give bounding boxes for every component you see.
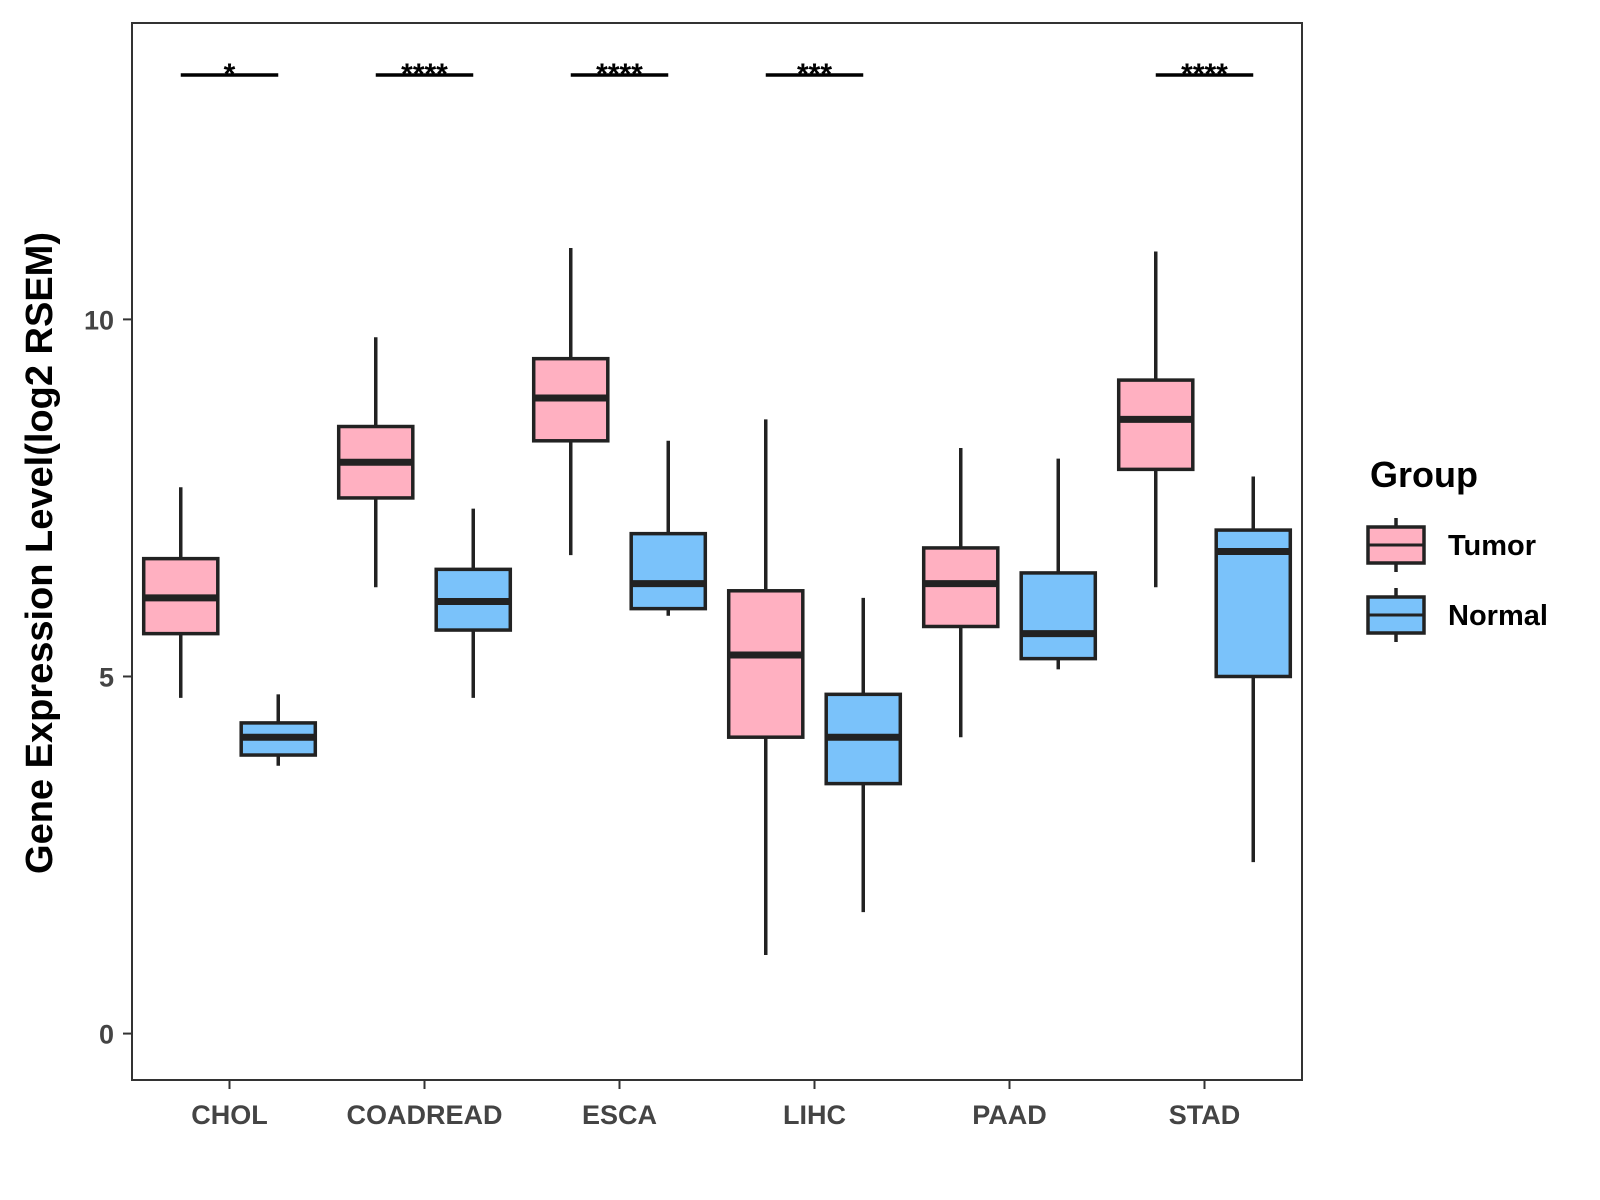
x-tick-label: STAD (1169, 1100, 1241, 1130)
significance-chol: * (180, 58, 279, 91)
legend-title: Group (1370, 454, 1478, 495)
box-stad-tumor (1116, 251, 1195, 588)
significance-annotations: * **** **** *** **** (180, 58, 1254, 91)
y-tick-label: 5 (99, 662, 114, 692)
y-axis-title: Gene Expression Level(log2 RSEM) (19, 232, 61, 874)
box-esca-tumor (531, 247, 610, 556)
y-tick-label: 10 (84, 305, 114, 335)
significance-label: **** (401, 58, 448, 91)
box-iqr (921, 546, 1000, 629)
significance-coadread: **** (375, 58, 474, 91)
plot-panel-border (131, 22, 1303, 1081)
x-tick-label: PAAD (972, 1100, 1047, 1130)
x-tick-label: ESCA (582, 1100, 657, 1130)
box-lihc-tumor (726, 419, 805, 956)
box-coadread-tumor (336, 337, 415, 588)
x-tick-label: LIHC (783, 1100, 846, 1130)
y-tick-label: 0 (99, 1020, 114, 1050)
legend-entry-normal: Normal (1366, 588, 1548, 642)
box-iqr (726, 589, 805, 739)
box-coadread-normal (434, 508, 513, 698)
significance-label: **** (1181, 58, 1228, 91)
significance-stad: **** (1155, 58, 1254, 91)
box-iqr (629, 531, 708, 611)
plot-area (131, 22, 1303, 1081)
x-tick-label: COADREAD (346, 1100, 502, 1130)
box-marks (141, 247, 1293, 956)
legend-label: Normal (1448, 600, 1548, 632)
box-lihc-normal (824, 597, 903, 913)
significance-lihc: *** (765, 58, 864, 91)
legend: Group Tumor Normal (1366, 454, 1548, 642)
box-iqr (1019, 571, 1098, 661)
legend-label: Tumor (1448, 530, 1536, 562)
x-tick-label: CHOL (191, 1100, 268, 1130)
box-iqr (1116, 378, 1195, 472)
x-axis: CHOL COADREAD ESCA LIHC PAAD STAD (191, 1080, 1240, 1130)
box-chol-normal (239, 694, 318, 766)
box-esca-normal (629, 440, 708, 616)
significance-label: * (224, 58, 236, 91)
box-stad-normal (1214, 476, 1293, 863)
box-paad-tumor (921, 447, 1000, 738)
box-paad-normal (1019, 458, 1098, 670)
significance-label: *** (797, 58, 832, 91)
box-chol-tumor (141, 487, 220, 698)
significance-label: **** (596, 58, 643, 91)
significance-esca: **** (570, 58, 669, 91)
legend-entry-tumor: Tumor (1366, 518, 1536, 572)
y-axis: 0 5 10 (84, 305, 132, 1050)
